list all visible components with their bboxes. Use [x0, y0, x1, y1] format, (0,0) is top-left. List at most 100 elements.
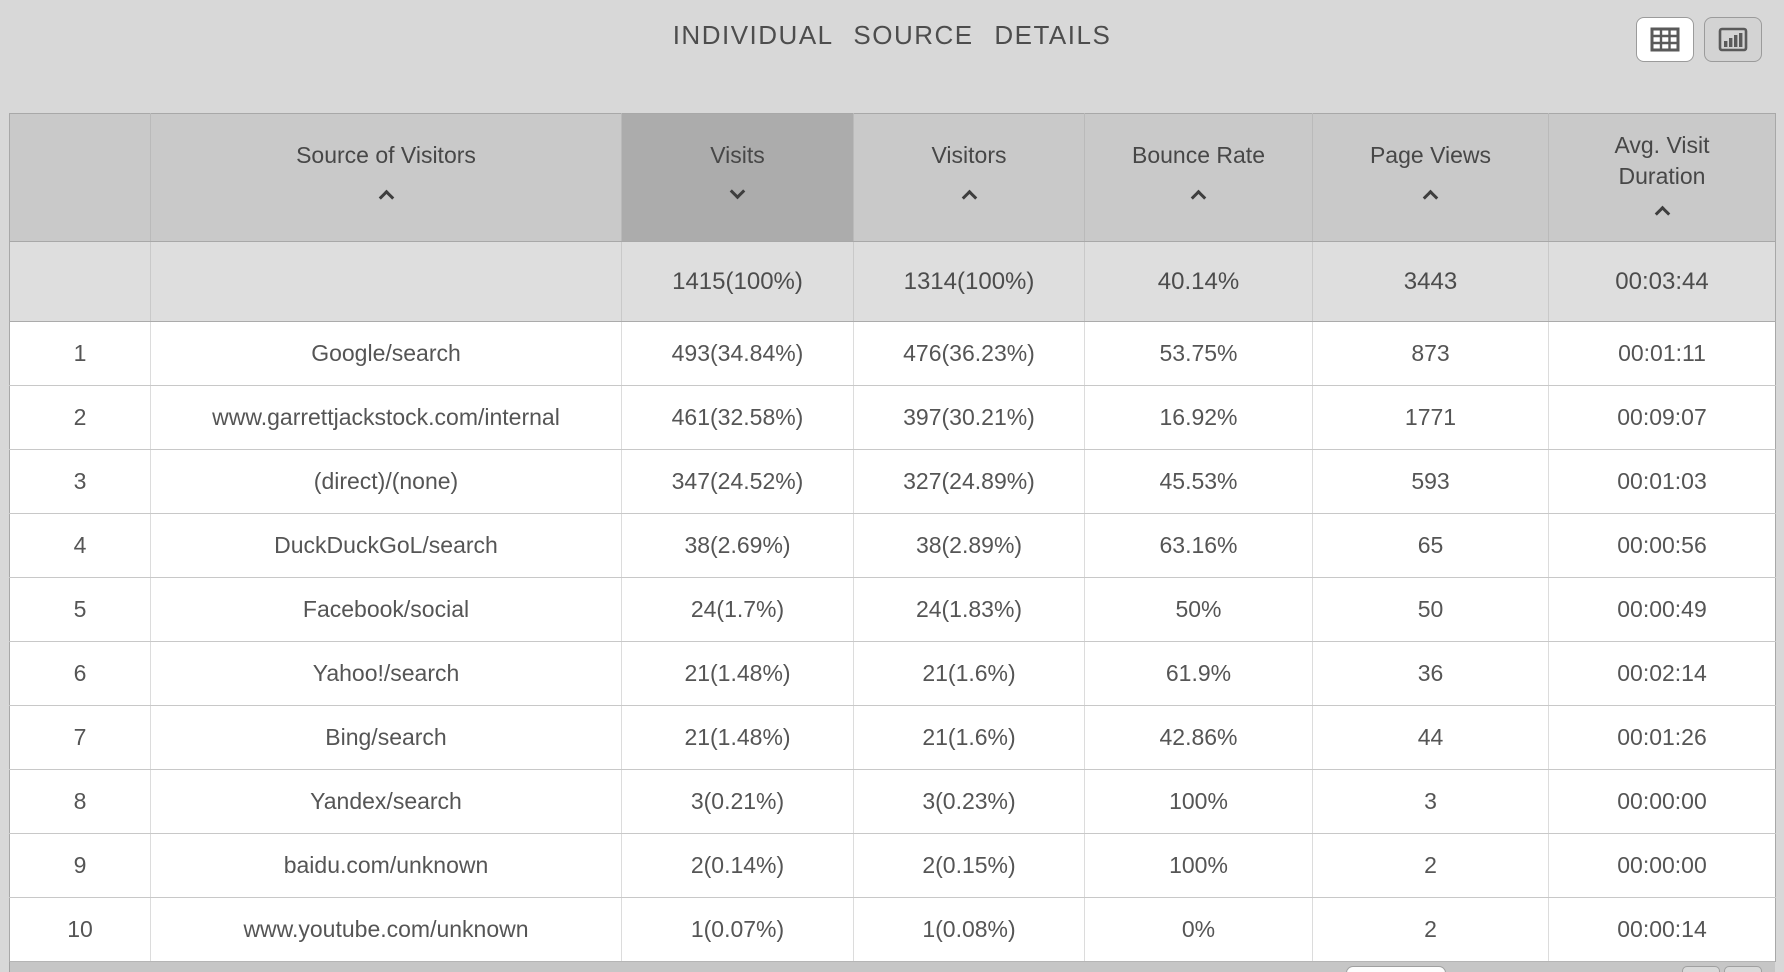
row-source: www.youtube.com/unknown: [150, 897, 622, 962]
totals-avg-visit-duration: 00:03:44: [1548, 241, 1776, 322]
row-page-views: 2: [1312, 833, 1549, 898]
row-rank: 10: [9, 897, 151, 962]
row-rank: 8: [9, 769, 151, 834]
row-source: (direct)/(none): [150, 449, 622, 514]
row-avg-visit-duration: 00:00:49: [1548, 577, 1776, 642]
column-label: Page Views: [1369, 142, 1492, 168]
sort-asc-icon: [1422, 189, 1439, 206]
row-avg-visit-duration: 00:01:11: [1548, 321, 1776, 386]
row-avg-visit-duration: 00:00:14: [1548, 897, 1776, 962]
row-visits: 21(1.48%): [621, 705, 854, 770]
table-row: 7 Bing/search 21(1.48%) 21(1.6%) 42.86% …: [9, 705, 1776, 770]
totals-bounce-rate: 40.14%: [1084, 241, 1313, 322]
row-bounce-rate: 100%: [1084, 833, 1313, 898]
column-header-page-views[interactable]: Page Views: [1312, 113, 1549, 242]
row-source: Bing/search: [150, 705, 622, 770]
table-row: 5 Facebook/social 24(1.7%) 24(1.83%) 50%…: [9, 577, 1776, 642]
row-source: DuckDuckGoL/search: [150, 513, 622, 578]
totals-visitors: 1314(100%): [853, 241, 1085, 322]
page-title: INDIVIDUAL SOURCE DETAILS: [672, 20, 1112, 50]
row-visits: 1(0.07%): [621, 897, 854, 962]
table-row: 2 www.garrettjackstock.com/internal 461(…: [9, 385, 1776, 450]
column-label: Bounce Rate: [1132, 142, 1265, 168]
row-source: Google/search: [150, 321, 622, 386]
column-label: Avg. Visit Duration: [1614, 132, 1710, 189]
row-page-views: 36: [1312, 641, 1549, 706]
row-avg-visit-duration: 00:00:00: [1548, 769, 1776, 834]
row-bounce-rate: 0%: [1084, 897, 1313, 962]
row-page-views: 593: [1312, 449, 1549, 514]
sort-asc-icon: [1190, 189, 1207, 206]
row-source: Yahoo!/search: [150, 641, 622, 706]
pagination-page-size-button[interactable]: [1346, 966, 1446, 972]
row-avg-visit-duration: 00:00:56: [1548, 513, 1776, 578]
view-toggle: [1636, 17, 1762, 62]
column-label: Source of Visitors: [296, 142, 476, 168]
row-visitors: 38(2.89%): [853, 513, 1085, 578]
column-header-visits[interactable]: Visits: [621, 113, 854, 242]
row-rank: 5: [9, 577, 151, 642]
row-avg-visit-duration: 00:01:03: [1548, 449, 1776, 514]
row-bounce-rate: 100%: [1084, 769, 1313, 834]
table-row: 4 DuckDuckGoL/search 38(2.69%) 38(2.89%)…: [9, 513, 1776, 578]
row-source: baidu.com/unknown: [150, 833, 622, 898]
pagination-next-button[interactable]: [1724, 966, 1762, 972]
row-visits: 21(1.48%): [621, 641, 854, 706]
row-visitors: 24(1.83%): [853, 577, 1085, 642]
row-page-views: 65: [1312, 513, 1549, 578]
row-avg-visit-duration: 00:02:14: [1548, 641, 1776, 706]
sort-asc-icon: [378, 189, 394, 206]
column-header-bounce-rate[interactable]: Bounce Rate: [1084, 113, 1313, 242]
row-source: www.garrettjackstock.com/internal: [150, 385, 622, 450]
source-details-table: Source of Visitors Visits Visitors: [9, 113, 1776, 962]
row-visitors: 3(0.23%): [853, 769, 1085, 834]
pagination-prev-button[interactable]: [1682, 966, 1720, 972]
row-page-views: 873: [1312, 321, 1549, 386]
row-visitors: 397(30.21%): [853, 385, 1085, 450]
row-page-views: 50: [1312, 577, 1549, 642]
row-visitors: 327(24.89%): [853, 449, 1085, 514]
column-header-source[interactable]: Source of Visitors: [150, 113, 622, 242]
chart-view-button[interactable]: [1704, 17, 1762, 62]
row-bounce-rate: 63.16%: [1084, 513, 1313, 578]
sort-desc-icon: [729, 183, 746, 200]
row-bounce-rate: 16.92%: [1084, 385, 1313, 450]
pagination-bar: [9, 961, 1775, 972]
row-bounce-rate: 42.86%: [1084, 705, 1313, 770]
bar-chart-icon: [1718, 27, 1748, 52]
row-visits: 461(32.58%): [621, 385, 854, 450]
table-row: 6 Yahoo!/search 21(1.48%) 21(1.6%) 61.9%…: [9, 641, 1776, 706]
row-page-views: 1771: [1312, 385, 1549, 450]
column-header-avg-visit-duration[interactable]: Avg. Visit Duration: [1548, 113, 1776, 242]
row-bounce-rate: 45.53%: [1084, 449, 1313, 514]
row-avg-visit-duration: 00:01:26: [1548, 705, 1776, 770]
row-rank: 3: [9, 449, 151, 514]
row-avg-visit-duration: 00:09:07: [1548, 385, 1776, 450]
table-row: 10 www.youtube.com/unknown 1(0.07%) 1(0.…: [9, 897, 1776, 962]
column-header-rank: [9, 113, 151, 242]
totals-visits: 1415(100%): [621, 241, 854, 322]
row-rank: 2: [9, 385, 151, 450]
row-visitors: 21(1.6%): [853, 705, 1085, 770]
row-source: Yandex/search: [150, 769, 622, 834]
row-bounce-rate: 53.75%: [1084, 321, 1313, 386]
row-visits: 347(24.52%): [621, 449, 854, 514]
row-avg-visit-duration: 00:00:00: [1548, 833, 1776, 898]
column-label: Visits: [710, 142, 765, 168]
row-page-views: 3: [1312, 769, 1549, 834]
table-view-button[interactable]: [1636, 17, 1694, 62]
row-visits: 493(34.84%): [621, 321, 854, 386]
sort-asc-icon: [961, 189, 977, 206]
row-page-views: 44: [1312, 705, 1549, 770]
row-page-views: 2: [1312, 897, 1549, 962]
row-rank: 1: [9, 321, 151, 386]
row-bounce-rate: 50%: [1084, 577, 1313, 642]
row-source: Facebook/social: [150, 577, 622, 642]
column-label: Visitors: [931, 142, 1007, 168]
totals-rank: [9, 241, 151, 322]
column-header-visitors[interactable]: Visitors: [853, 113, 1085, 242]
totals-page-views: 3443: [1312, 241, 1549, 322]
table-row: 1 Google/search 493(34.84%) 476(36.23%) …: [9, 321, 1776, 386]
row-rank: 4: [9, 513, 151, 578]
